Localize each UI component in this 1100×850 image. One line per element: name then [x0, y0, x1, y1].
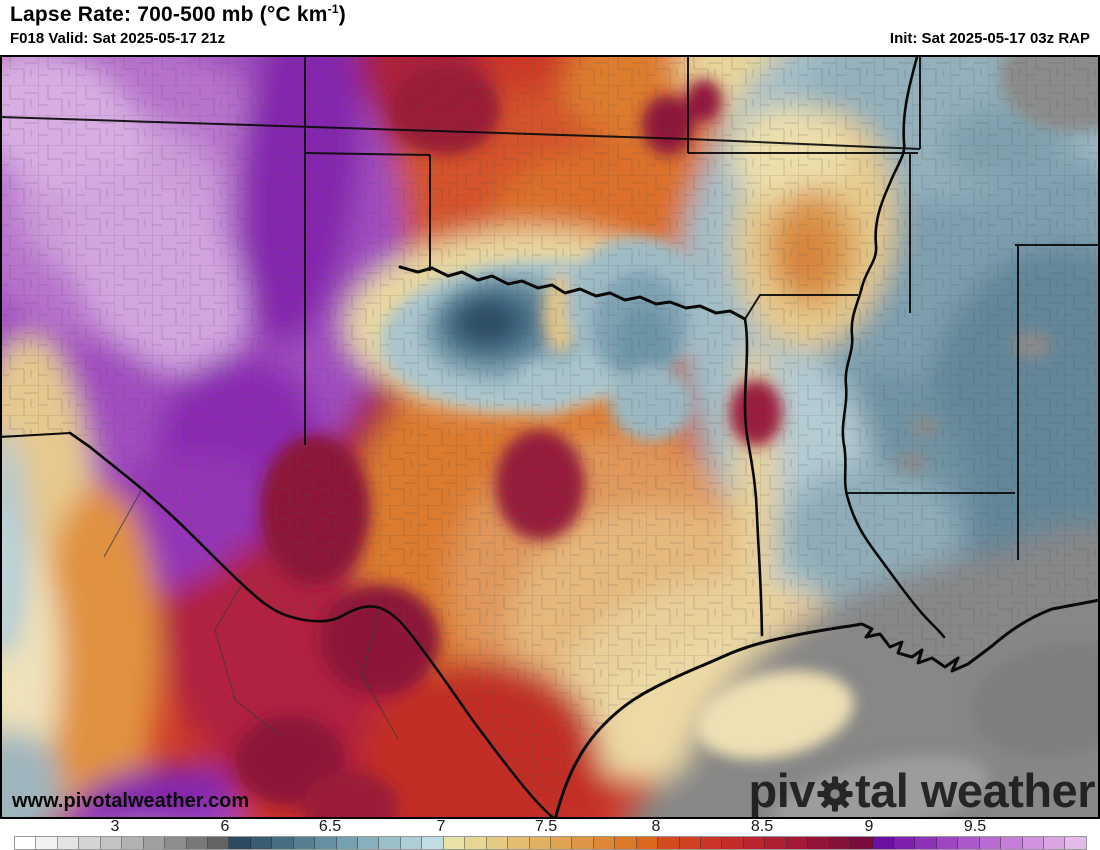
- forecast-valid-label: F018 Valid: Sat 2025-05-17 21z: [10, 30, 226, 47]
- colorbar-cell: [722, 837, 744, 849]
- colorbar-cell: [679, 837, 701, 849]
- logo-text-left: piv: [748, 764, 816, 817]
- colorbar-cell: [443, 837, 466, 849]
- mississippi-river: [841, 55, 946, 639]
- colorbar-cell: [1001, 837, 1023, 849]
- rivers-coastline: [0, 55, 1100, 819]
- map-border: [0, 55, 1100, 819]
- red-river: [398, 265, 747, 321]
- page-title: Lapse Rate: 700-500 mb (°C km-1): [10, 2, 346, 26]
- colorbar-cell: [593, 837, 616, 849]
- colorbar-cells: [14, 836, 1087, 850]
- colorbar-cell: [572, 837, 594, 849]
- colorbar-cell: [186, 837, 208, 849]
- mexico-state-lines: [103, 488, 399, 740]
- colorbar-cell: [550, 837, 573, 849]
- colorbar-cell: [36, 837, 58, 849]
- title-superscript: -1: [327, 2, 339, 16]
- colorbar-cell: [701, 837, 723, 849]
- colorbar-cell: [379, 837, 401, 849]
- colorbar-cell: [315, 837, 337, 849]
- colorbar-cell: [915, 837, 937, 849]
- colorbar-cell: [893, 837, 916, 849]
- pivotal-weather-logo: piv tal weat: [748, 763, 1096, 818]
- colorbar-cell: [336, 837, 358, 849]
- colorbar-tick: 8: [651, 818, 661, 835]
- colorbar-cell: [636, 837, 659, 849]
- colorbar-cell: [358, 837, 380, 849]
- lapse-rate-map-image: [0, 55, 1100, 819]
- colorbar-cell: [808, 837, 830, 849]
- colorbar-cell: [207, 837, 230, 849]
- colorbar-tick: 8.5: [750, 818, 774, 835]
- colorbar-cell: [658, 837, 680, 849]
- colorbar-cell: [122, 837, 144, 849]
- colorbar-cell: [250, 837, 273, 849]
- colorbar-cell: [229, 837, 251, 849]
- colorbar-tick: 6.5: [318, 818, 342, 835]
- colorbar-tick: 9.5: [963, 818, 987, 835]
- gear-icon: [816, 775, 854, 813]
- gulf-coastline: [553, 598, 1100, 819]
- watermark-url: www.pivotalweather.com: [12, 790, 250, 812]
- colorbar-tick: 9: [864, 818, 874, 835]
- colorbar-tick: 3: [110, 818, 120, 835]
- colorbar-cell: [79, 837, 101, 849]
- colorbar-cell: [743, 837, 766, 849]
- colorbar-cell: [508, 837, 530, 849]
- colorbar-cell: [958, 837, 980, 849]
- sabine-river: [743, 317, 764, 637]
- rio-grande-river: [68, 431, 557, 819]
- colorbar-cell: [872, 837, 894, 849]
- colorbar-cell: [786, 837, 809, 849]
- colorbar-cell: [1022, 837, 1044, 849]
- colorbar-ticks: 3 6 6.5 7 7.5 8 8.5 9 9.5: [0, 818, 1100, 835]
- colorbar-cell: [465, 837, 487, 849]
- colorbar-cell: [936, 837, 959, 849]
- colorbar-cell: [829, 837, 852, 849]
- state-borders: [0, 55, 1100, 560]
- colorbar-cell: [529, 837, 551, 849]
- colorbar-cell: [1044, 837, 1066, 849]
- colorbar-cell: [15, 837, 37, 849]
- logo-text-right: tal weather: [854, 764, 1096, 817]
- colorbar-cell: [765, 837, 787, 849]
- colorbar-cell: [165, 837, 187, 849]
- map-canvas: www.pivotalweather.com piv: [0, 55, 1100, 819]
- colorbar-cell: [486, 837, 509, 849]
- colorbar-cell: [615, 837, 637, 849]
- colorbar-cell: [400, 837, 423, 849]
- colorbar-cell: [143, 837, 166, 849]
- colorbar-cell: [100, 837, 123, 849]
- colorbar-cell: [57, 837, 80, 849]
- colorbar-cell: [851, 837, 873, 849]
- colorbar-cell: [1065, 837, 1086, 849]
- colorbar-cell: [979, 837, 1002, 849]
- header-subline: F018 Valid: Sat 2025-05-17 21z Init: Sat…: [10, 30, 1090, 47]
- colorbar-cell: [293, 837, 316, 849]
- colorbar-tick: 6: [220, 818, 230, 835]
- colorbar-cell: [272, 837, 294, 849]
- colorbar-cell: [422, 837, 444, 849]
- model-init-label: Init: Sat 2025-05-17 03z RAP: [889, 30, 1090, 47]
- colorbar-tick: 7: [436, 818, 446, 835]
- colorbar-tick: 7.5: [534, 818, 558, 835]
